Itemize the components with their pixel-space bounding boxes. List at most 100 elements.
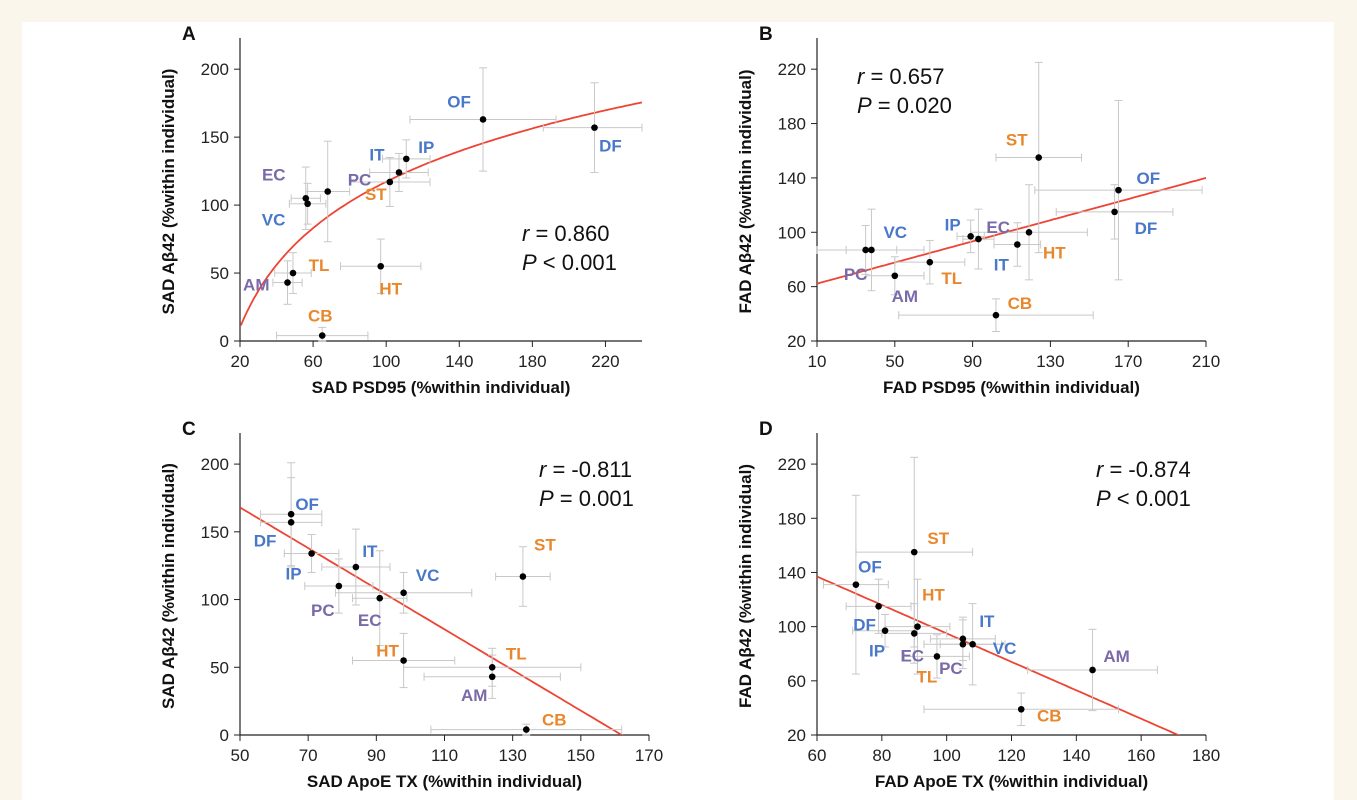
y-tick-label: 180 [778, 115, 806, 134]
point-label-df: DF [254, 531, 277, 550]
stat-p: P = 0.001 [539, 486, 634, 511]
x-axis-label: FAD ApoE TX (%within individual) [875, 772, 1148, 791]
data-point-tl [926, 258, 934, 266]
y-tick-label: 150 [201, 128, 229, 147]
y-tick-label: 60 [787, 672, 806, 691]
point-label-pc: PC [844, 265, 868, 284]
data-point-it [959, 635, 967, 643]
x-tick-label: 90 [367, 746, 386, 765]
fit-line [817, 575, 1181, 735]
data-point-am [488, 673, 496, 681]
point-label-of: OF [1136, 169, 1160, 188]
point-label-ec: EC [358, 611, 382, 630]
point-label-it: IT [994, 256, 1010, 275]
y-tick-label: 200 [201, 455, 229, 474]
fit-line [240, 506, 624, 735]
data-point-ht [1025, 228, 1033, 236]
data-point-of [479, 116, 487, 123]
y-tick-label: 140 [778, 169, 806, 188]
data-point-df [875, 603, 882, 610]
data-point-ht [377, 262, 385, 270]
data-point-cb [318, 332, 326, 339]
data-point-ec [376, 594, 384, 602]
y-tick-label: 100 [778, 618, 806, 637]
point-label-vc: VC [883, 223, 907, 242]
point-label-st: ST [534, 536, 556, 555]
data-point-cb [1017, 705, 1025, 713]
point-label-am: AM [243, 276, 269, 295]
x-tick-label: 130 [498, 746, 526, 765]
point-label-st: ST [1006, 131, 1028, 150]
x-tick-label: 160 [1127, 746, 1155, 765]
data-point-tl [933, 653, 941, 660]
panel-b: B 10 50 90 130 170 210 20 60 100 140 180 220 FAD PSD9… [736, 24, 1220, 397]
point-label-it: IT [979, 612, 995, 631]
point-label-ip: IP [945, 215, 961, 234]
x-tick-label: 140 [1062, 746, 1090, 765]
panel-a: A 20 60 100 140 180 220 0 50 100 150 200 SAD PSD95 (… [159, 24, 643, 397]
stat-r: r = 0.657 [857, 64, 944, 89]
data-point-pc [959, 640, 967, 648]
x-tick-label: 210 [1192, 352, 1220, 371]
data-point-of [1115, 186, 1122, 194]
point-label-df: DF [853, 615, 876, 634]
point-label-tl: TL [309, 256, 330, 275]
x-axis-label: SAD PSD95 (%within individual) [312, 378, 571, 397]
point-label-cb: CB [542, 711, 567, 730]
y-tick-label: 200 [201, 60, 229, 79]
panel-label: D [759, 419, 773, 440]
y-tick-label: 20 [787, 332, 806, 351]
point-label-ht: HT [922, 586, 945, 605]
x-tick-label: 60 [808, 746, 827, 765]
point-label-of: OF [295, 495, 319, 514]
x-tick-label: 100 [372, 352, 400, 371]
y-tick-label: 100 [201, 196, 229, 215]
y-tick-label: 0 [220, 332, 229, 351]
point-label-pc: PC [311, 601, 335, 620]
panel-label: C [182, 419, 196, 440]
x-tick-label: 50 [885, 352, 904, 371]
point-label-ip: IP [418, 138, 434, 157]
x-tick-label: 120 [997, 746, 1025, 765]
data-point-ht [914, 623, 921, 630]
y-axis-label: SAD Aβ42 (%within individual) [159, 69, 178, 315]
data-point-ec [910, 630, 918, 637]
y-axis-label: SAD Aβ42 (%within individual) [159, 463, 178, 709]
point-label-ec: EC [986, 218, 1010, 237]
data-point-ec [302, 194, 310, 202]
point-label-am: AM [892, 287, 918, 306]
y-axis-label: FAD Aβ42 (%within individual) [736, 70, 755, 314]
stat-p: P < 0.001 [1096, 486, 1191, 511]
data-point-st [910, 548, 918, 556]
data-point-vc [969, 640, 976, 648]
fit-line [240, 101, 642, 326]
y-tick-label: 50 [210, 264, 229, 283]
point-label-cb: CB [308, 307, 333, 326]
point-label-tl: TL [941, 269, 962, 288]
point-label-am: AM [461, 686, 487, 705]
data-point-ip [967, 233, 974, 240]
panel-label: B [759, 24, 773, 45]
point-label-df: DF [1135, 219, 1158, 238]
point-label-of: OF [858, 558, 882, 577]
fit-line [817, 177, 1206, 285]
x-tick-label: 170 [1114, 352, 1142, 371]
figure: A 20 60 100 140 180 220 0 50 100 150 200 SAD PSD95 (… [22, 22, 1334, 800]
stat-p: P < 0.001 [522, 250, 617, 275]
x-axis-label: FAD PSD95 (%within individual) [883, 378, 1140, 397]
point-label-ec: EC [262, 165, 286, 184]
point-label-ip: IP [286, 564, 302, 583]
data-point-vc [400, 589, 407, 597]
data-point-am [1089, 666, 1096, 674]
panel-label: A [182, 24, 196, 45]
point-label-it: IT [362, 542, 378, 561]
x-tick-label: 170 [635, 746, 663, 765]
point-label-df: DF [599, 137, 622, 156]
y-tick-label: 0 [220, 726, 229, 745]
point-label-vc: VC [416, 566, 440, 585]
data-point-ht [400, 657, 407, 664]
x-tick-label: 110 [431, 746, 458, 765]
y-axis-label: FAD Aβ42 (%within individual) [736, 464, 755, 708]
point-label-pc: PC [348, 171, 372, 190]
